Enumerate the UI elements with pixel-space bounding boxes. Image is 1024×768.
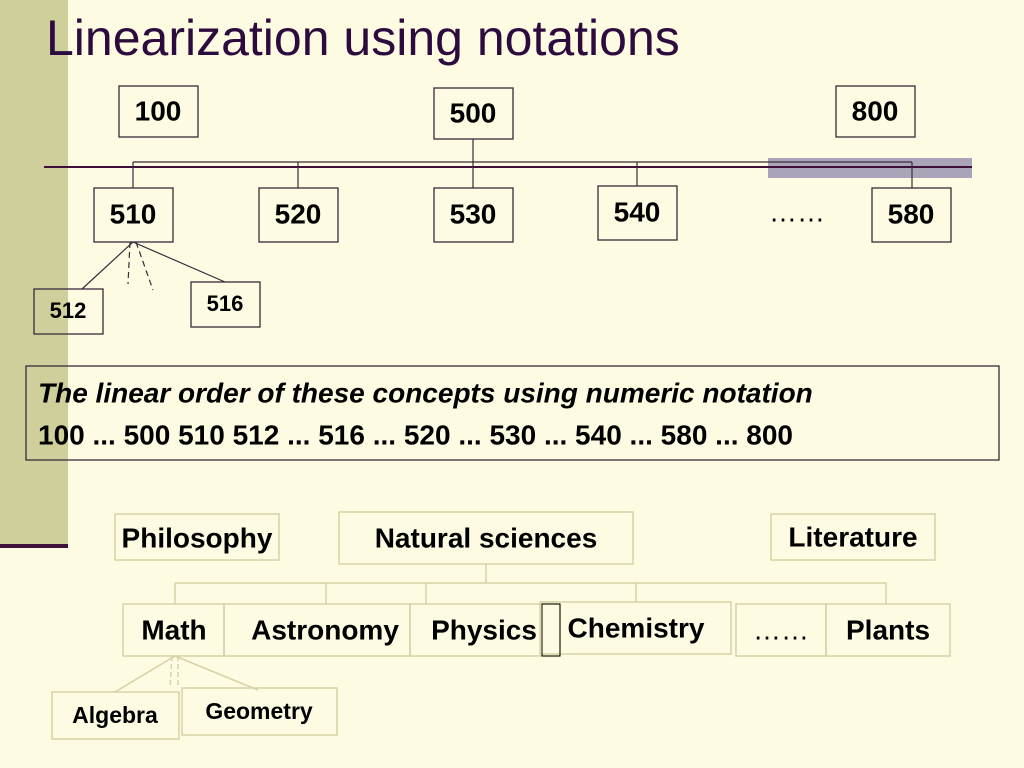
node-box <box>835 85 916 138</box>
connector-line <box>127 241 131 285</box>
slide-title: Linearization using notations <box>46 10 680 66</box>
node-box <box>770 513 936 561</box>
node-label: Algebra <box>72 702 158 728</box>
node-label: 800 <box>852 95 899 126</box>
top-tree: 100 500 800 510 520 530 540 …… 580 512 5… <box>33 85 952 335</box>
node-label: Plants <box>846 614 930 645</box>
node-label: 100 <box>135 95 182 126</box>
connector-line <box>114 655 176 693</box>
node-box <box>114 513 280 561</box>
node-label: Natural sciences <box>375 522 598 553</box>
bottom-tree: Philosophy Natural sciences Literature M… <box>51 511 951 740</box>
node-label: 540 <box>614 196 661 227</box>
caption-box <box>25 365 1000 461</box>
node-box <box>825 603 951 657</box>
node-label: …… <box>769 196 825 227</box>
connector-line <box>132 241 226 283</box>
caption-sequence: 100 ... 500 510 512 ... 516 ... 520 ... … <box>38 419 793 450</box>
node-label: 510 <box>110 198 157 229</box>
node-label: Math <box>141 614 206 645</box>
caption-heading: The linear order of these concepts using… <box>38 377 813 408</box>
connector-line <box>135 241 154 291</box>
node-label: Chemistry <box>568 612 705 643</box>
node-box <box>190 281 261 328</box>
node-label: Philosophy <box>122 522 273 553</box>
connector-line <box>169 655 173 689</box>
side-strip <box>0 0 68 548</box>
node-label: 580 <box>888 198 935 229</box>
node-box <box>258 187 339 243</box>
node-box <box>33 288 104 335</box>
node-box <box>597 185 678 241</box>
glyph-box <box>541 603 561 657</box>
node-label: Astronomy <box>251 614 399 645</box>
node-box <box>118 85 199 138</box>
node-box <box>433 87 514 140</box>
node-box <box>93 187 174 243</box>
node-label: Literature <box>788 521 917 552</box>
node-label: …… <box>753 614 809 645</box>
node-label: Geometry <box>205 698 313 724</box>
node-box <box>433 187 514 243</box>
node-label: 500 <box>450 97 497 128</box>
connectors <box>114 564 887 693</box>
connector-line <box>174 655 259 691</box>
node-label: 520 <box>275 198 322 229</box>
node-box <box>181 687 338 736</box>
node-box <box>338 511 634 565</box>
node-label: Physics <box>431 614 537 645</box>
node-box <box>871 187 952 243</box>
node-label: 530 <box>450 198 497 229</box>
node-label: 512 <box>50 298 87 323</box>
connector-line <box>81 241 134 290</box>
node-label: 516 <box>207 291 244 316</box>
node-box <box>539 601 732 655</box>
connectors <box>81 139 913 291</box>
node-box <box>51 691 180 740</box>
